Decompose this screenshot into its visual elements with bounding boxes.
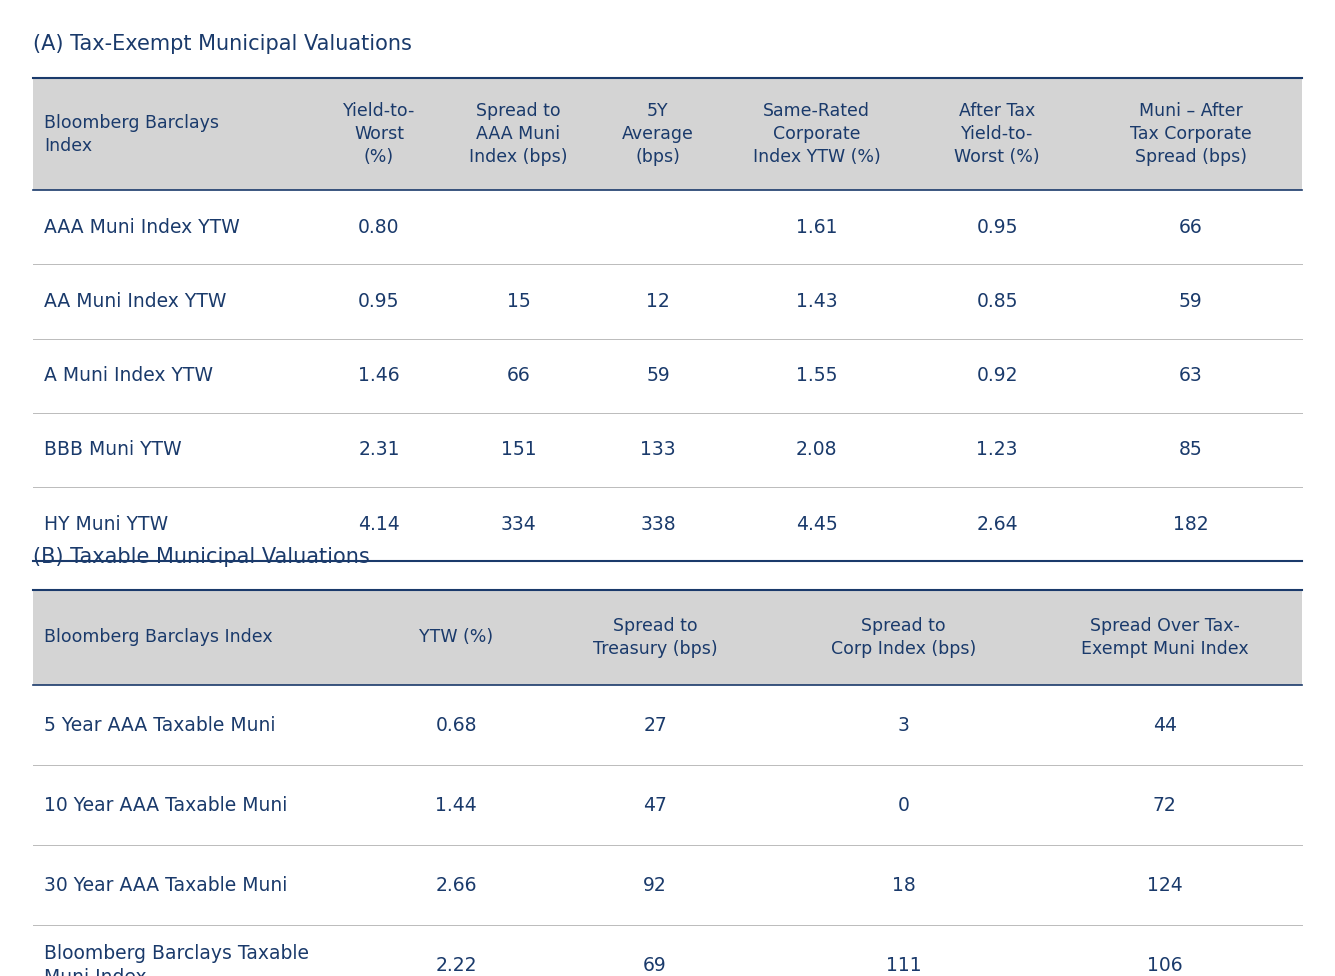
Text: 44: 44 [1153, 715, 1177, 735]
Text: 2.64: 2.64 [976, 514, 1019, 534]
Text: Yield-to-
Worst
(%): Yield-to- Worst (%) [343, 102, 415, 166]
Text: 2.08: 2.08 [796, 440, 837, 460]
Text: HY Muni YTW: HY Muni YTW [44, 514, 168, 534]
Text: 0.95: 0.95 [976, 218, 1019, 237]
Text: 72: 72 [1153, 795, 1176, 815]
Text: YTW (%): YTW (%) [419, 629, 493, 646]
Text: BBB Muni YTW: BBB Muni YTW [44, 440, 182, 460]
Text: 66: 66 [506, 366, 530, 386]
Text: 66: 66 [1179, 218, 1203, 237]
Text: 3: 3 [898, 715, 909, 735]
Text: 30 Year AAA Taxable Muni: 30 Year AAA Taxable Muni [44, 875, 287, 895]
Text: 111: 111 [886, 956, 921, 975]
Text: Muni – After
Tax Corporate
Spread (bps): Muni – After Tax Corporate Spread (bps) [1129, 102, 1251, 166]
Text: 151: 151 [501, 440, 537, 460]
Text: 0.85: 0.85 [976, 292, 1019, 311]
Text: 27: 27 [643, 715, 668, 735]
Text: 1.61: 1.61 [796, 218, 837, 237]
Text: Spread to
Treasury (bps): Spread to Treasury (bps) [593, 617, 717, 658]
Text: 1.55: 1.55 [796, 366, 837, 386]
Text: 106: 106 [1147, 956, 1183, 975]
Bar [33, 190, 1302, 264]
Bar [33, 487, 1302, 561]
Text: 0.80: 0.80 [358, 218, 399, 237]
Text: 1.23: 1.23 [976, 440, 1019, 460]
Text: 1.44: 1.44 [435, 795, 477, 815]
Text: 0.68: 0.68 [435, 715, 477, 735]
Text: 338: 338 [641, 514, 676, 534]
Text: (B) Taxable Municipal Valuations: (B) Taxable Municipal Valuations [33, 547, 370, 566]
Text: 59: 59 [646, 366, 670, 386]
Text: 2.31: 2.31 [358, 440, 399, 460]
Text: After Tax
Yield-to-
Worst (%): After Tax Yield-to- Worst (%) [955, 102, 1040, 166]
Bar [33, 590, 1302, 685]
Text: Spread Over Tax-
Exempt Muni Index: Spread Over Tax- Exempt Muni Index [1081, 617, 1248, 658]
Text: 59: 59 [1179, 292, 1203, 311]
Text: 69: 69 [643, 956, 668, 975]
Text: 5Y
Average
(bps): 5Y Average (bps) [622, 102, 694, 166]
Text: 63: 63 [1179, 366, 1203, 386]
Bar [33, 339, 1302, 413]
Text: Spread to
Corp Index (bps): Spread to Corp Index (bps) [832, 617, 976, 658]
Text: 5 Year AAA Taxable Muni: 5 Year AAA Taxable Muni [44, 715, 275, 735]
Text: Spread to
AAA Muni
Index (bps): Spread to AAA Muni Index (bps) [469, 102, 567, 166]
Bar [33, 925, 1302, 976]
Text: 2.22: 2.22 [435, 956, 477, 975]
Text: Bloomberg Barclays Taxable
Muni Index: Bloomberg Barclays Taxable Muni Index [44, 944, 310, 976]
Text: 4.14: 4.14 [358, 514, 400, 534]
Bar [33, 765, 1302, 845]
Text: 47: 47 [643, 795, 668, 815]
Text: 334: 334 [501, 514, 537, 534]
Text: Bloomberg Barclays Index: Bloomberg Barclays Index [44, 629, 272, 646]
Text: 12: 12 [646, 292, 670, 311]
Text: 133: 133 [641, 440, 676, 460]
Text: 2.66: 2.66 [435, 875, 477, 895]
Bar [33, 845, 1302, 925]
Text: Same-Rated
Corporate
Index YTW (%): Same-Rated Corporate Index YTW (%) [753, 102, 880, 166]
Text: 1.46: 1.46 [358, 366, 399, 386]
Bar [33, 413, 1302, 487]
Text: 18: 18 [892, 875, 916, 895]
Text: 0: 0 [898, 795, 909, 815]
Text: 182: 182 [1173, 514, 1208, 534]
Bar [33, 264, 1302, 339]
Text: 4.45: 4.45 [796, 514, 837, 534]
Text: 0.92: 0.92 [976, 366, 1019, 386]
Text: Bloomberg Barclays
Index: Bloomberg Barclays Index [44, 114, 219, 154]
Bar [33, 685, 1302, 765]
Text: 15: 15 [506, 292, 530, 311]
Text: A Muni Index YTW: A Muni Index YTW [44, 366, 214, 386]
Text: 10 Year AAA Taxable Muni: 10 Year AAA Taxable Muni [44, 795, 287, 815]
Text: 92: 92 [643, 875, 668, 895]
Bar [33, 78, 1302, 190]
Text: 0.95: 0.95 [358, 292, 399, 311]
Text: AA Muni Index YTW: AA Muni Index YTW [44, 292, 227, 311]
Text: 124: 124 [1147, 875, 1183, 895]
Text: AAA Muni Index YTW: AAA Muni Index YTW [44, 218, 240, 237]
Text: 1.43: 1.43 [796, 292, 837, 311]
Text: (A) Tax-Exempt Municipal Valuations: (A) Tax-Exempt Municipal Valuations [33, 34, 413, 54]
Text: 85: 85 [1179, 440, 1203, 460]
